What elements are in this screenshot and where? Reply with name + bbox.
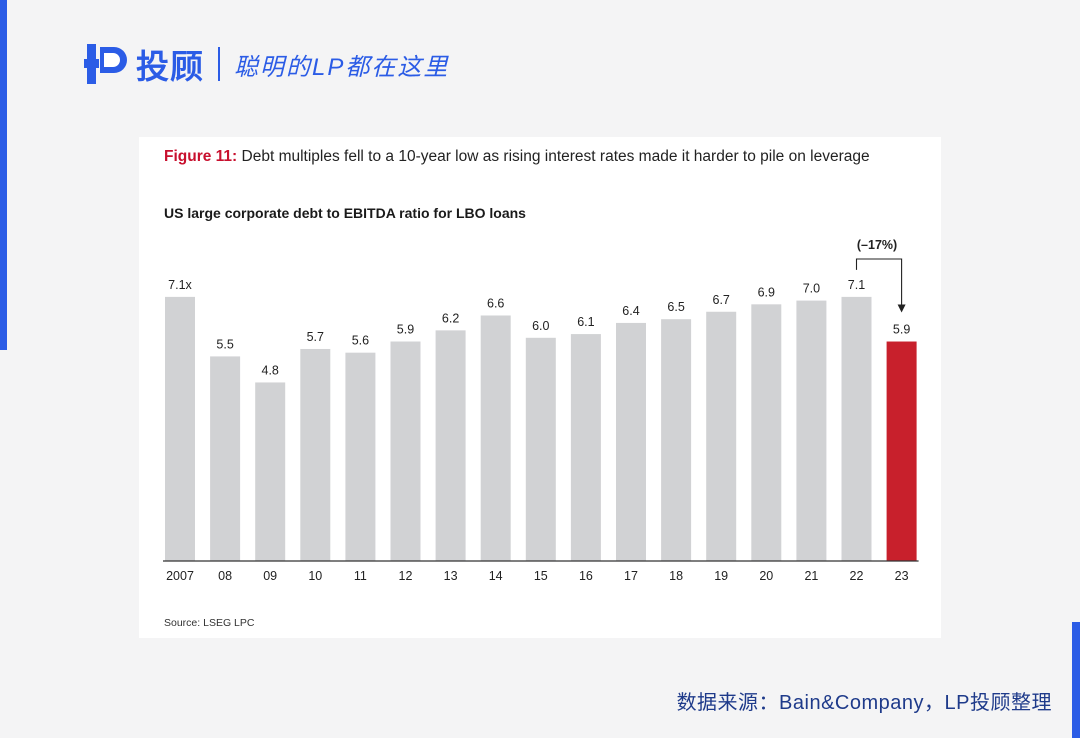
bar-chart: 7.1x 2007 5.5 08 4.8 09 5.7 10 5.6 11 5.9 12 6.2 13 6.… [163, 238, 919, 583]
tick-label-11: 11 [354, 569, 367, 583]
brand-header: 投顾 聪明的LP都在这里 [84, 38, 449, 90]
data-label-08: 5.5 [216, 337, 233, 351]
tick-label-17: 17 [624, 569, 638, 583]
tick-label-10: 10 [308, 569, 322, 583]
bar-2007 [165, 296, 195, 561]
bar-14 [480, 315, 511, 561]
data-label-09: 4.8 [262, 363, 279, 377]
left-accent-bar [0, 0, 7, 350]
figure-caption-text: Debt multiples fell to a 10-year low as … [241, 148, 870, 165]
brand-logo-icon [84, 44, 127, 84]
bar-11 [345, 352, 376, 561]
tick-label-13: 13 [444, 569, 458, 583]
footer-credit: 数据来源：Bain&Company，LP投顾整理 [676, 692, 1052, 714]
tick-label-12: 12 [399, 569, 413, 583]
bar-16 [570, 334, 601, 561]
data-label-15: 6.0 [532, 319, 549, 333]
data-label-11: 5.6 [352, 334, 369, 348]
bar-22 [841, 296, 872, 561]
data-label-20: 6.9 [758, 285, 775, 299]
bar-08 [210, 356, 241, 561]
bar-10 [300, 348, 331, 561]
data-label-10: 5.7 [307, 330, 324, 344]
tick-label-19: 19 [714, 569, 728, 583]
data-label-16: 6.1 [577, 315, 594, 329]
chart-title: US large corporate debt to EBITDA ratio … [164, 205, 526, 221]
bar-17 [616, 322, 646, 561]
bar-20 [751, 304, 782, 561]
bar-21 [796, 300, 827, 561]
chart-card: Figure 11: Debt multiples fell to a 10-y… [139, 137, 941, 638]
data-label-12: 5.9 [397, 323, 414, 337]
tick-label-20: 20 [759, 569, 773, 583]
tick-label-09: 09 [263, 569, 277, 583]
data-label-19: 6.7 [713, 293, 730, 307]
bar-09 [255, 382, 286, 561]
tick-label-08: 08 [218, 569, 232, 583]
data-label-21: 7.0 [803, 282, 820, 296]
figure-label: Figure 11: [164, 148, 238, 165]
data-label-2007: 7.1x [168, 278, 192, 292]
data-label-22: 7.1 [848, 278, 865, 292]
data-label-13: 6.2 [442, 311, 459, 325]
data-label-18: 6.5 [667, 300, 684, 314]
tick-label-18: 18 [669, 569, 683, 583]
bar-13 [435, 330, 466, 561]
brand-name: 投顾 [136, 48, 204, 85]
bar-23 [886, 341, 917, 561]
right-accent-bar [1072, 622, 1080, 738]
brand-divider [218, 47, 220, 81]
tick-label-15: 15 [534, 569, 548, 583]
annotation-arrow [897, 304, 906, 313]
data-label-23: 5.9 [893, 323, 910, 337]
brand-slogan: 聪明的LP都在这里 [234, 53, 450, 81]
source-note: Source: LSEG LPC [164, 617, 255, 629]
figure-caption: Figure 11: Debt multiples fell to a 10-y… [164, 148, 870, 166]
tick-label-22: 22 [850, 569, 864, 583]
bar-12 [390, 341, 421, 561]
tick-label-14: 14 [489, 569, 503, 583]
tick-label-23: 23 [895, 569, 909, 583]
annotation-bracket [855, 258, 903, 307]
bar-15 [525, 337, 556, 561]
annotation-label: (–17%) [857, 238, 897, 252]
data-label-14: 6.6 [487, 296, 504, 310]
bar-18 [661, 319, 692, 561]
tick-label-21: 21 [804, 569, 818, 583]
tick-label-2007: 2007 [166, 569, 194, 583]
bar-19 [706, 311, 737, 561]
tick-label-16: 16 [579, 569, 593, 583]
data-label-17: 6.4 [622, 304, 639, 318]
